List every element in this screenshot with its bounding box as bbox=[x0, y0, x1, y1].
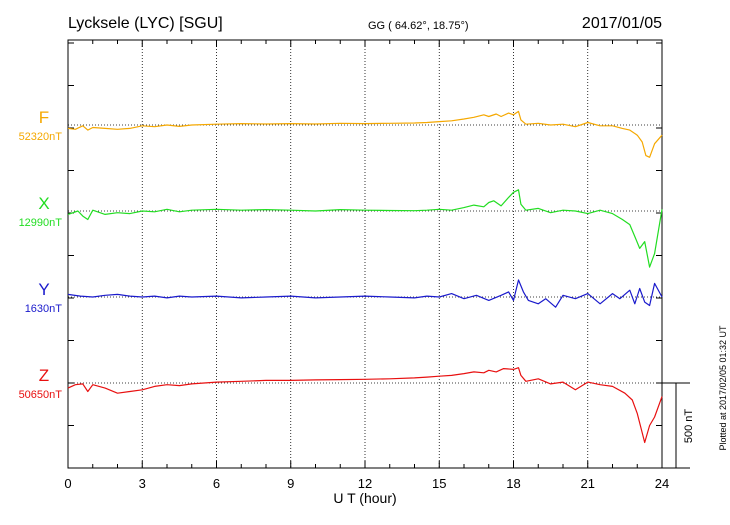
series-line-y bbox=[67, 279, 663, 308]
baselines bbox=[68, 124, 662, 384]
x-tick-label: 3 bbox=[139, 476, 146, 491]
series-line-f bbox=[67, 110, 663, 158]
axis-ticks bbox=[67, 40, 663, 469]
x-axis-title: U T (hour) bbox=[333, 490, 396, 506]
scale-bar-label: 500 nT bbox=[683, 409, 695, 444]
plotted-timestamp: Plotted at 2017/02/05 01:32 UT bbox=[718, 325, 728, 451]
series-baseline-x: 12990nT bbox=[19, 217, 63, 229]
series-labels: F 52320nT X 12990nT Y 1630nT Z 50650nT bbox=[19, 108, 63, 401]
scale-bar bbox=[662, 382, 690, 469]
station-title: Lycksele (LYC) [SGU] bbox=[68, 15, 223, 32]
series-line-z bbox=[67, 367, 663, 444]
x-tick-label: 21 bbox=[581, 476, 595, 491]
series-baseline-f: 52320nT bbox=[19, 131, 63, 143]
series-name-z: Z bbox=[39, 366, 49, 385]
x-tick-label: 6 bbox=[213, 476, 220, 491]
coordinates-label: GG ( 64.62°, 18.75°) bbox=[368, 20, 469, 32]
x-tick-label: 0 bbox=[64, 476, 71, 491]
series-name-x: X bbox=[38, 194, 49, 213]
x-tick-label: 15 bbox=[432, 476, 446, 491]
x-tick-label: 18 bbox=[506, 476, 520, 491]
x-tick-label: 12 bbox=[358, 476, 372, 491]
series-baseline-z: 50650nT bbox=[19, 389, 63, 401]
grid-lines bbox=[141, 40, 589, 468]
x-tick-label: 24 bbox=[655, 476, 669, 491]
x-tick-label: 9 bbox=[287, 476, 294, 491]
series-baseline-y: 1630nT bbox=[25, 303, 63, 315]
series-name-y: Y bbox=[38, 280, 49, 299]
date-label: 2017/01/05 bbox=[582, 15, 662, 32]
series-name-f: F bbox=[39, 108, 49, 127]
series-lines bbox=[67, 110, 663, 444]
series-line-x bbox=[67, 189, 663, 268]
